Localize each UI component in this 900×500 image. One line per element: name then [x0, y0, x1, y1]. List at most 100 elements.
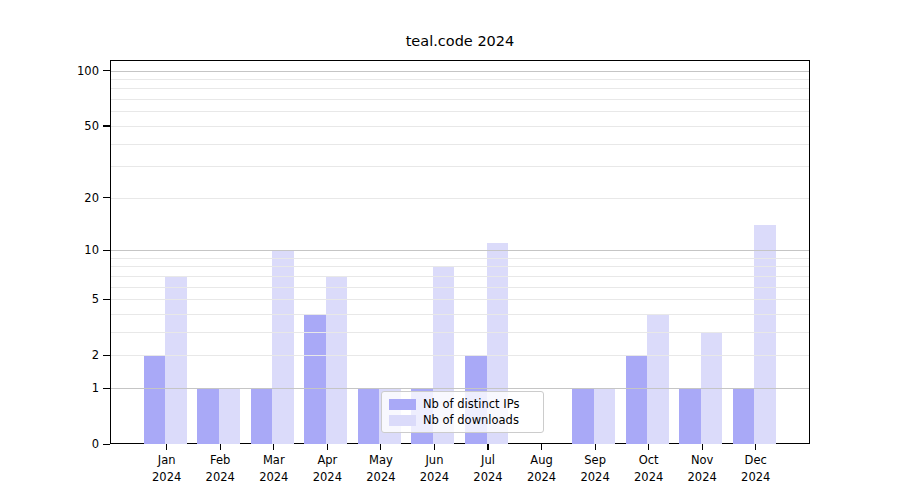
x-tick-may	[380, 444, 381, 450]
bar-ips-jan	[144, 355, 166, 444]
y-tick-label-2: 2	[4, 348, 99, 362]
x-label-month: Apr	[297, 452, 357, 469]
y-tick-100	[103, 70, 110, 71]
y-tick-1	[103, 388, 110, 389]
x-tick-jan	[166, 444, 167, 450]
y-tick-label-0: 0	[4, 437, 99, 451]
x-label-year: 2024	[726, 469, 786, 486]
gridline-minor-30	[111, 166, 809, 167]
bar-ips-nov	[679, 388, 701, 444]
x-tick-oct	[648, 444, 649, 450]
bar-downloads-oct	[647, 314, 669, 444]
x-label-month: Jun	[404, 452, 464, 469]
y-tick-label-50: 50	[4, 119, 99, 133]
x-tick-label-feb: Feb2024	[190, 452, 250, 486]
x-label-year: 2024	[190, 469, 250, 486]
gridline-minor-5	[111, 299, 809, 300]
y-tick-2	[103, 355, 110, 356]
x-label-month: Dec	[726, 452, 786, 469]
bar-ips-oct	[626, 355, 648, 444]
x-label-month: Aug	[512, 452, 572, 469]
x-tick-label-may: May2024	[351, 452, 411, 486]
gridline-minor-9	[111, 258, 809, 259]
gridline-minor-70	[111, 99, 809, 100]
x-label-month: Jan	[137, 452, 197, 469]
x-tick-aug	[541, 444, 542, 450]
y-tick-label-5: 5	[4, 292, 99, 306]
x-tick-label-jan: Jan2024	[137, 452, 197, 486]
bar-ips-dec	[733, 388, 755, 444]
x-tick-dec	[755, 444, 756, 450]
x-label-year: 2024	[565, 469, 625, 486]
x-label-year: 2024	[297, 469, 357, 486]
x-tick-nov	[702, 444, 703, 450]
bar-ips-mar	[251, 388, 273, 444]
x-label-month: Feb	[190, 452, 250, 469]
bar-downloads-jan	[165, 276, 187, 444]
gridline-minor-8	[111, 266, 809, 267]
chart-title: teal.code 2024	[110, 33, 810, 49]
gridline-minor-60	[111, 111, 809, 112]
bar-downloads-apr	[326, 276, 348, 444]
legend-item-distinct-ips: Nb of distinct IPs	[389, 398, 536, 411]
gridline-minor-50	[111, 126, 809, 127]
legend-item-downloads: Nb of downloads	[389, 414, 536, 427]
x-tick-sep	[595, 444, 596, 450]
gridline-minor-80	[111, 88, 809, 89]
legend-swatch-downloads-icon	[389, 415, 416, 426]
y-tick-50	[103, 125, 110, 126]
x-label-year: 2024	[672, 469, 732, 486]
x-label-year: 2024	[458, 469, 518, 486]
y-tick-5	[103, 299, 110, 300]
x-label-month: May	[351, 452, 411, 469]
x-label-month: Nov	[672, 452, 732, 469]
gridline-minor-3	[111, 332, 809, 333]
x-tick-mar	[273, 444, 274, 450]
x-label-year: 2024	[244, 469, 304, 486]
x-tick-label-aug: Aug2024	[512, 452, 572, 486]
x-tick-label-jul: Jul2024	[458, 452, 518, 486]
gridline-minor-20	[111, 198, 809, 199]
x-label-year: 2024	[137, 469, 197, 486]
gridline-minor-90	[111, 79, 809, 80]
x-tick-label-nov: Nov2024	[672, 452, 732, 486]
bar-downloads-mar	[272, 250, 294, 444]
gridline-minor-2	[111, 355, 809, 356]
y-tick-label-20: 20	[4, 191, 99, 205]
bar-downloads-sep	[594, 388, 616, 444]
gridline-major-10	[111, 250, 809, 251]
bar-downloads-feb	[219, 388, 241, 444]
y-tick-label-1: 1	[4, 381, 99, 395]
x-label-year: 2024	[512, 469, 572, 486]
chart-figure: teal.code 2024 1005020105210Jan2024Feb20…	[0, 0, 900, 500]
x-tick-feb	[220, 444, 221, 450]
x-tick-label-apr: Apr2024	[297, 452, 357, 486]
bar-ips-sep	[572, 388, 594, 444]
bar-ips-apr	[304, 314, 326, 444]
x-label-month: Jul	[458, 452, 518, 469]
x-tick-apr	[327, 444, 328, 450]
gridline-minor-7	[111, 276, 809, 277]
x-tick-label-mar: Mar2024	[244, 452, 304, 486]
x-label-year: 2024	[619, 469, 679, 486]
gridline-minor-6	[111, 287, 809, 288]
y-tick-20	[103, 197, 110, 198]
gridline-major-1	[111, 388, 809, 389]
x-label-month: Sep	[565, 452, 625, 469]
bar-ips-feb	[197, 388, 219, 444]
y-tick-label-10: 10	[4, 243, 99, 257]
y-tick-10	[103, 250, 110, 251]
y-tick-label-100: 100	[4, 64, 99, 78]
legend-label-distinct-ips: Nb of distinct IPs	[423, 398, 519, 411]
x-tick-jul	[487, 444, 488, 450]
x-tick-label-sep: Sep2024	[565, 452, 625, 486]
x-tick-label-oct: Oct2024	[619, 452, 679, 486]
gridline-minor-4	[111, 314, 809, 315]
chart-legend: Nb of distinct IPs Nb of downloads	[381, 391, 544, 433]
x-label-year: 2024	[404, 469, 464, 486]
gridline-minor-40	[111, 144, 809, 145]
legend-swatch-ips-icon	[389, 399, 416, 410]
x-label-month: Oct	[619, 452, 679, 469]
x-label-month: Mar	[244, 452, 304, 469]
x-label-year: 2024	[351, 469, 411, 486]
